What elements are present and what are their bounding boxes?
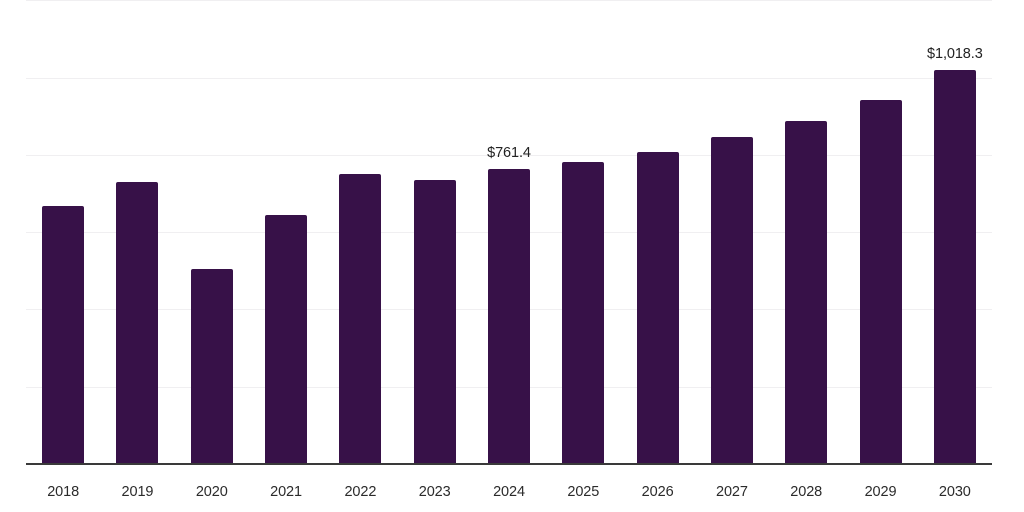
x-tick-2018: 2018 [47,484,80,500]
bar-2018[interactable] [42,205,85,463]
x-tick-2019: 2019 [121,484,154,500]
value-label-2024: $761.4 [487,144,531,161]
x-axis-line [26,463,992,465]
x-tick-2030: 2030 [938,484,971,500]
x-axis-tick-labels: 2018 2019 2020 2021 2022 2023 2024 2025 2026 2027… [26,484,992,512]
x-tick-2021: 2021 [270,484,302,500]
bar-2026[interactable] [636,151,679,463]
gridline [26,77,992,79]
x-tick-2026: 2026 [641,484,674,500]
bar-2030[interactable] [933,69,976,463]
bar-2023[interactable] [413,179,456,463]
x-tick-2024: 2024 [493,484,525,500]
bar-2022[interactable] [339,173,382,463]
bar-2027[interactable] [710,136,753,463]
x-tick-2022: 2022 [344,484,377,500]
bar-2025[interactable] [562,161,605,463]
x-tick-2023: 2023 [418,484,451,500]
bar-2028[interactable] [785,120,828,463]
x-tick-2020: 2020 [195,484,228,500]
bar-2024[interactable] [488,168,530,463]
plot-area: $761.4 $1,018.3 [26,0,992,464]
x-tick-2025: 2025 [567,484,600,500]
x-tick-2027: 2027 [715,484,748,500]
value-label-2030: $1,018.3 [927,45,983,62]
gridline [26,154,992,156]
bar-2019[interactable] [116,181,159,463]
x-tick-2029: 2029 [864,484,897,500]
x-tick-2028: 2028 [790,484,823,500]
bar-2029[interactable] [859,99,902,463]
gridline [26,0,992,2]
bar-2020[interactable] [190,268,233,463]
bar-2021[interactable] [265,214,308,463]
